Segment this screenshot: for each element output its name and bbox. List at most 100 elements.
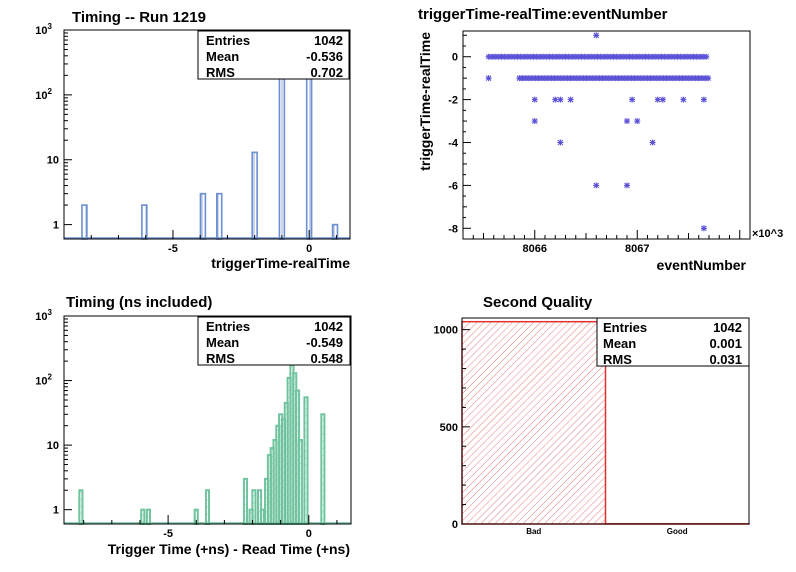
- y-tick-label: 10: [47, 155, 59, 167]
- histogram-bin: [297, 439, 303, 525]
- scatter-row-marker: [488, 53, 495, 60]
- scatter-row-marker: [584, 53, 591, 60]
- scatter-row-marker: [628, 75, 635, 82]
- histogram-bin: [216, 192, 223, 240]
- panel-second-quality: Second Quality Bad Good 0 500 1000 Entries 1…: [434, 294, 750, 536]
- histogram-bin: [303, 396, 309, 526]
- scatter-row-marker: [596, 75, 603, 82]
- scatter-row-marker: [690, 53, 697, 60]
- scatter-row-marker: [609, 75, 616, 82]
- scatter-point: [659, 96, 666, 103]
- stats-rms-value: 0.702: [310, 65, 343, 80]
- scatter-row-marker: [533, 53, 540, 60]
- y-tick-label: 102: [35, 373, 52, 388]
- scatter-row-marker: [634, 75, 641, 82]
- y-tick-exponent: 3: [48, 22, 53, 31]
- scatter-row-marker: [644, 75, 651, 82]
- y-axis-label: triggerTime-realTime: [417, 32, 433, 171]
- scatter-row-marker: [637, 75, 644, 82]
- stats-mean-value: 0.001: [709, 336, 742, 351]
- scatter-row-marker: [564, 75, 571, 82]
- scatter-row-marker: [652, 53, 659, 60]
- scatter-row-marker: [671, 53, 678, 60]
- y-tick-label: 500: [440, 422, 458, 434]
- scatter-row-marker: [572, 53, 579, 60]
- stats-rms-label: RMS: [206, 65, 235, 80]
- y-tick-label: 1000: [434, 325, 458, 337]
- histogram-bin: [251, 489, 257, 526]
- scatter-row-marker: [653, 75, 660, 82]
- chart-title: Timing -- Run 1219: [72, 9, 206, 26]
- scatter-row-marker: [495, 53, 502, 60]
- scatter-row-marker: [669, 75, 676, 82]
- stats-frame: [197, 30, 350, 80]
- scatter-row-marker: [689, 75, 696, 82]
- x-category-label: Good: [667, 527, 688, 536]
- scatter-row-marker: [663, 75, 670, 82]
- x-tick-label: 0: [306, 528, 312, 540]
- panel-timing-run: Timing -- Run 1219 1 10 102 103 -5 0 triggerT…: [35, 9, 351, 271]
- scatter-row-marker: [682, 75, 689, 82]
- stats-entries-label: Entries: [206, 33, 250, 48]
- scatter-row-marker: [615, 75, 622, 82]
- scatter-row-marker: [511, 53, 518, 60]
- scatter-row-marker: [561, 75, 568, 82]
- x-axis-label: Trigger Time (+ns) - Read Time (+ns): [108, 541, 350, 557]
- axes: Bad Good 0 500 1000: [434, 325, 688, 536]
- scatter-point: [700, 96, 707, 103]
- x-tick-label: 8067: [625, 243, 649, 255]
- scatter-row-marker: [604, 53, 611, 60]
- scatter-point: [557, 96, 564, 103]
- x-exponent-label: ×10^3: [752, 228, 783, 240]
- scatter-row-marker: [660, 75, 667, 82]
- y-tick-label: 0: [452, 52, 458, 64]
- y-tick-label: -6: [448, 180, 458, 192]
- scatter-point: [593, 32, 600, 39]
- scatter-row-marker: [517, 53, 524, 60]
- y-tick-label: 10: [47, 440, 59, 452]
- scatter-row-marker: [613, 53, 620, 60]
- y-tick-label: 102: [35, 87, 52, 102]
- scatter-point: [557, 139, 564, 146]
- y-tick-label: -2: [448, 95, 458, 107]
- chart-title: triggerTime-realTime:eventNumber: [418, 6, 668, 23]
- scatter-row-marker: [687, 53, 694, 60]
- histogram-bin: [145, 508, 151, 525]
- scatter-row-marker: [593, 75, 600, 82]
- y-tick-label: 103: [35, 22, 52, 37]
- scatter-row-marker: [485, 53, 492, 60]
- scatter-row-marker: [536, 53, 543, 60]
- stats-rms-value: 0.548: [310, 351, 343, 366]
- scatter-row-marker: [568, 53, 575, 60]
- scatter-row-marker: [692, 75, 699, 82]
- scatter-row-marker: [641, 75, 648, 82]
- stats-mean-label: Mean: [206, 49, 239, 64]
- y-tick-label: 1: [53, 220, 59, 232]
- histogram-bin: [199, 192, 207, 240]
- scatter-points: [485, 32, 712, 232]
- scatter-point: [485, 75, 492, 82]
- scatter-row-marker: [657, 75, 664, 82]
- scatter-row-marker: [529, 75, 536, 82]
- scatter-row-marker: [519, 75, 526, 82]
- chart-title: Timing (ns included): [66, 294, 212, 311]
- plot-frame: [462, 30, 751, 240]
- scatter-row-marker: [557, 75, 564, 82]
- scatter-row-marker: [573, 75, 580, 82]
- scatter-row-marker: [597, 53, 604, 60]
- scatter-row-marker: [639, 53, 646, 60]
- stats-mean-value: -0.549: [306, 335, 343, 350]
- scatter-row-marker: [556, 53, 563, 60]
- scatter-row-marker: [650, 75, 657, 82]
- scatter-row-marker: [648, 53, 655, 60]
- stats-box: Entries 1042 Mean -0.549 RMS 0.548: [197, 316, 351, 366]
- x-tick-label: -5: [163, 528, 173, 540]
- stats-box: Entries 1042 Mean -0.536 RMS 0.702: [197, 30, 350, 80]
- scatter-point: [567, 96, 574, 103]
- scatter-row-marker: [548, 75, 555, 82]
- scatter-row-marker: [501, 53, 508, 60]
- scatter-row-marker: [666, 75, 673, 82]
- histogram-bin: [140, 508, 146, 525]
- scatter-row-marker: [599, 75, 606, 82]
